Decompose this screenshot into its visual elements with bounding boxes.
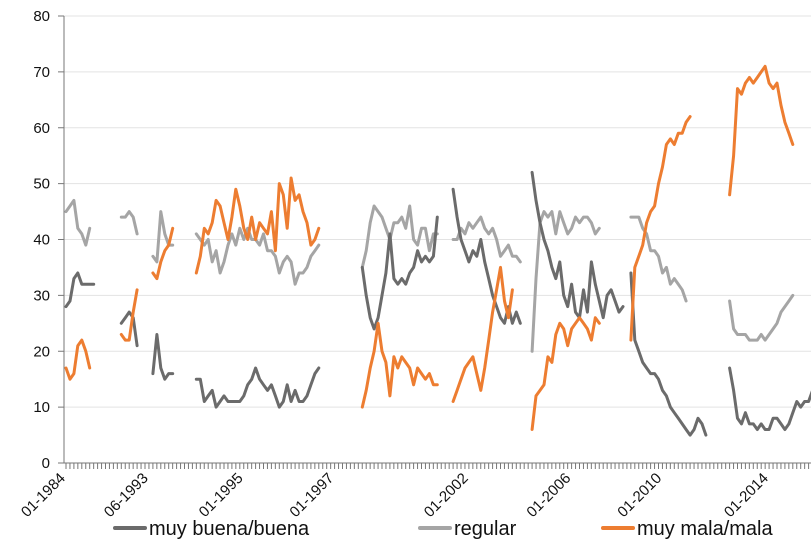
legend: muy buena/buena regular muy mala/mala bbox=[113, 518, 773, 540]
y-tick-label: 0 bbox=[42, 455, 50, 472]
x-tick-label: 01-2010 bbox=[614, 470, 665, 521]
x-tick-label: 01-2014 bbox=[721, 470, 772, 521]
series-line bbox=[64, 198, 92, 247]
y-tick-label: 30 bbox=[33, 287, 50, 304]
series-line bbox=[530, 316, 601, 431]
y-tick-label: 60 bbox=[33, 120, 50, 137]
y-tick-label: 50 bbox=[33, 176, 50, 193]
series-line bbox=[194, 226, 321, 286]
series-line bbox=[451, 265, 514, 403]
gridlines bbox=[64, 15, 811, 408]
series-line bbox=[360, 321, 439, 409]
series-line bbox=[119, 310, 139, 348]
series-line bbox=[530, 210, 601, 353]
series-line bbox=[64, 338, 92, 381]
x-tick-label: 06-1993 bbox=[101, 470, 152, 521]
series-line bbox=[728, 293, 795, 342]
x-tick-label: 01-2002 bbox=[421, 470, 472, 521]
series-line bbox=[728, 366, 811, 431]
series-line bbox=[119, 288, 139, 342]
series-line bbox=[151, 226, 175, 281]
tick-labels: 0 10 20 30 40 50 60 70 80 01-1984 06-1993 01-1995 01… bbox=[18, 8, 772, 521]
y-tick-label: 70 bbox=[33, 64, 50, 81]
legend-label: muy buena/buena bbox=[149, 518, 310, 540]
x-tick-label: 01-1984 bbox=[18, 470, 69, 521]
series-line bbox=[530, 170, 625, 320]
series-line bbox=[151, 333, 175, 381]
series-line bbox=[629, 215, 688, 303]
series-line bbox=[728, 64, 795, 197]
series-line bbox=[194, 366, 321, 409]
series-line bbox=[119, 210, 139, 236]
x-tick-label: 01-2006 bbox=[523, 470, 574, 521]
series-line bbox=[629, 115, 692, 342]
series-lines bbox=[64, 64, 811, 437]
series-line bbox=[194, 176, 321, 275]
series-line bbox=[629, 271, 708, 437]
x-tick-label: 01-1995 bbox=[196, 470, 247, 521]
y-tick-label: 80 bbox=[33, 8, 50, 25]
y-tick-label: 20 bbox=[33, 343, 50, 360]
x-tick-label: 01-1997 bbox=[286, 470, 337, 521]
legend-label: muy mala/mala bbox=[637, 518, 773, 540]
axes bbox=[58, 15, 811, 469]
series-line bbox=[360, 215, 439, 331]
y-tick-label: 40 bbox=[33, 232, 50, 249]
y-tick-label: 10 bbox=[33, 399, 50, 416]
series-line bbox=[360, 204, 439, 269]
series-line bbox=[64, 271, 96, 309]
legend-label: regular bbox=[454, 518, 517, 540]
series-line bbox=[451, 215, 522, 264]
